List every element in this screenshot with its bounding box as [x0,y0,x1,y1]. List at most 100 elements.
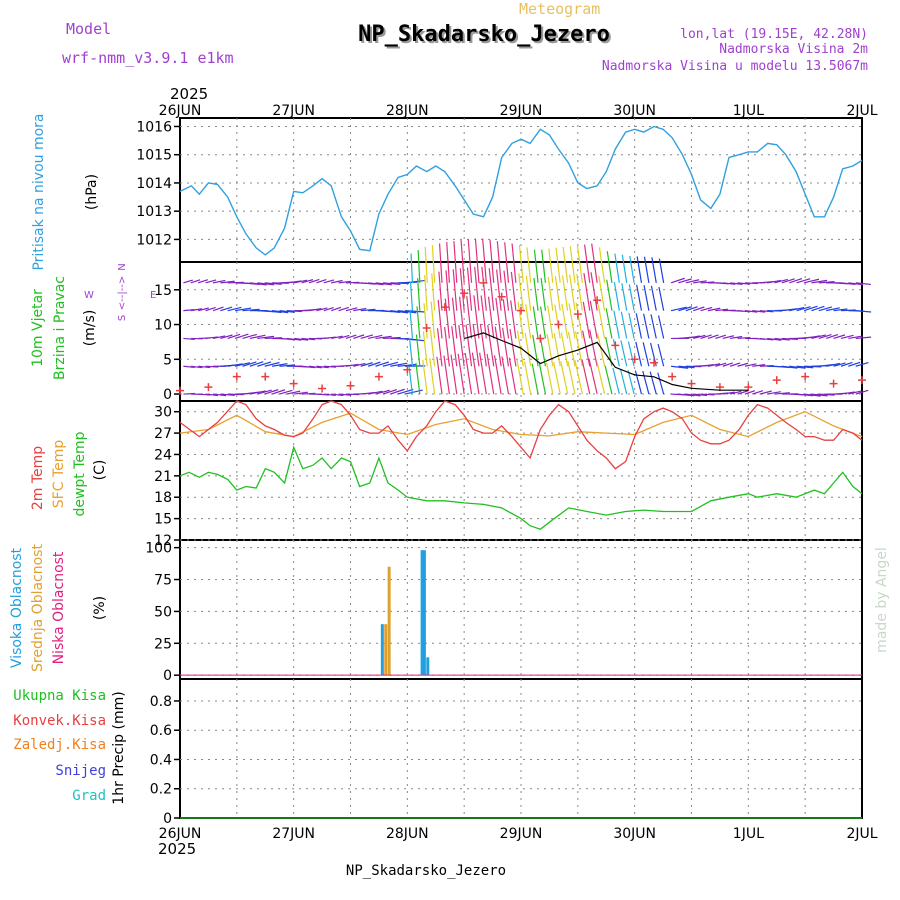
bottom-tick-6: 2JUL [846,826,877,842]
ytick-precip-2: 0.4 [150,752,172,768]
wind-arrow [707,334,719,340]
wind-arrow [234,362,250,367]
wind-arrow [774,278,788,284]
wind-arrow [789,277,803,284]
top-tick-0: 26JUN [159,103,202,119]
wind-arrow [613,281,620,311]
wind-speed-mark [176,386,184,395]
panel-frame-precip [179,678,863,819]
wind-speed-mark [517,306,525,315]
wind-arrow [227,333,241,340]
wind-arrow [474,238,480,283]
wind-arrow [670,306,687,312]
wind-arrow [323,365,337,368]
wind-arrow [744,282,758,285]
ytick-cloud-1: 25 [154,636,172,652]
wind-arrow [367,334,383,340]
wind-arrow [685,393,701,397]
wind-arrow [436,328,443,367]
wind-arrow [737,362,749,367]
wind-arrow [581,359,591,395]
wind-arrow [375,361,389,367]
wind-arrow [591,243,598,283]
wind-arrow [294,391,309,395]
wind-arrow [220,306,233,312]
wind-arrow [438,243,443,283]
wind-arrow [826,307,840,312]
wind-arrow [560,361,569,395]
wind-arrow [796,306,811,312]
wind-arrow [715,362,727,367]
wind-arrow [220,393,235,396]
wind-speed-mark [554,320,563,329]
wind-arrow [730,335,743,340]
wind-arrow [323,336,336,340]
wind-arrow [451,297,458,339]
pressure-line [179,125,863,256]
cloud-low-label: Niska Oblacnost [51,551,67,664]
wind-speed-mark [772,376,781,385]
wind-arrow [316,365,329,369]
wind-arrow [774,337,790,341]
wind-title-line1: 10m Vjetar [30,289,46,367]
wind-arrow [752,390,764,395]
wind-arrow [657,315,665,339]
wind-arrow [583,273,591,311]
footer-station: NP_Skadarsko_Jezero [346,863,506,879]
wind-arrow [424,274,428,311]
wind-arrow [567,360,576,395]
cloud-bar [420,550,424,676]
wind-arrow [685,335,701,340]
wind-arrow [560,332,569,367]
wind-arrow [301,279,314,284]
top-tick-2: 28JUN [386,103,429,119]
wind-arrow [345,334,357,340]
wind-arrow [620,311,628,339]
wind-arrow [636,284,643,311]
wind-arrow [855,282,871,286]
wind-arrow [774,392,790,395]
wind-arrow [516,359,524,395]
wind-arrow [525,304,532,339]
wind-arrow [700,334,712,340]
cloud-high-label: Visoka Oblacnost [9,547,25,668]
model-label: Model [66,20,111,38]
wind-arrow [678,393,695,397]
wind-speed-mark [403,365,412,374]
wind-arrow [650,285,657,311]
wind-arrow [482,238,487,283]
wind-arrow [353,362,366,367]
temp-unit: (C) [92,460,108,481]
wind-arrow [472,323,480,367]
wind-arrow [803,393,821,397]
ytick-precip-1: 0.2 [150,782,172,798]
wind-arrow [390,310,409,314]
wind-arrow [722,391,735,395]
wind-arrow [510,300,517,339]
ytick-temperature-1: 15 [154,512,172,528]
wind-arrow [614,253,620,283]
wind-arrow [338,334,350,340]
wind-arrow [205,306,216,312]
wind-arrow [480,295,487,339]
wind-arrow [678,365,695,369]
wind-arrow [628,284,635,311]
wind-arrow [502,299,510,339]
pressure-title: Pritisak na nivou mora [31,113,47,270]
wind-arrow [198,365,211,369]
wind-arrow [781,365,798,369]
wind-arrow [547,305,554,339]
wind-arrow [715,308,729,312]
wind-arrow [597,333,606,367]
wind-arrow [759,337,774,341]
wind-arrow [382,282,401,286]
bottom-tick-4: 30JUN [613,826,656,842]
wind-arrow [444,298,450,339]
wind-arrow [338,393,352,396]
wind-arrow [848,335,863,340]
wind-arrow [437,299,443,339]
wind-arrow [650,314,657,339]
wind-arrow [612,339,620,367]
wind-arrow [811,393,828,397]
wind-arrow [308,365,322,369]
